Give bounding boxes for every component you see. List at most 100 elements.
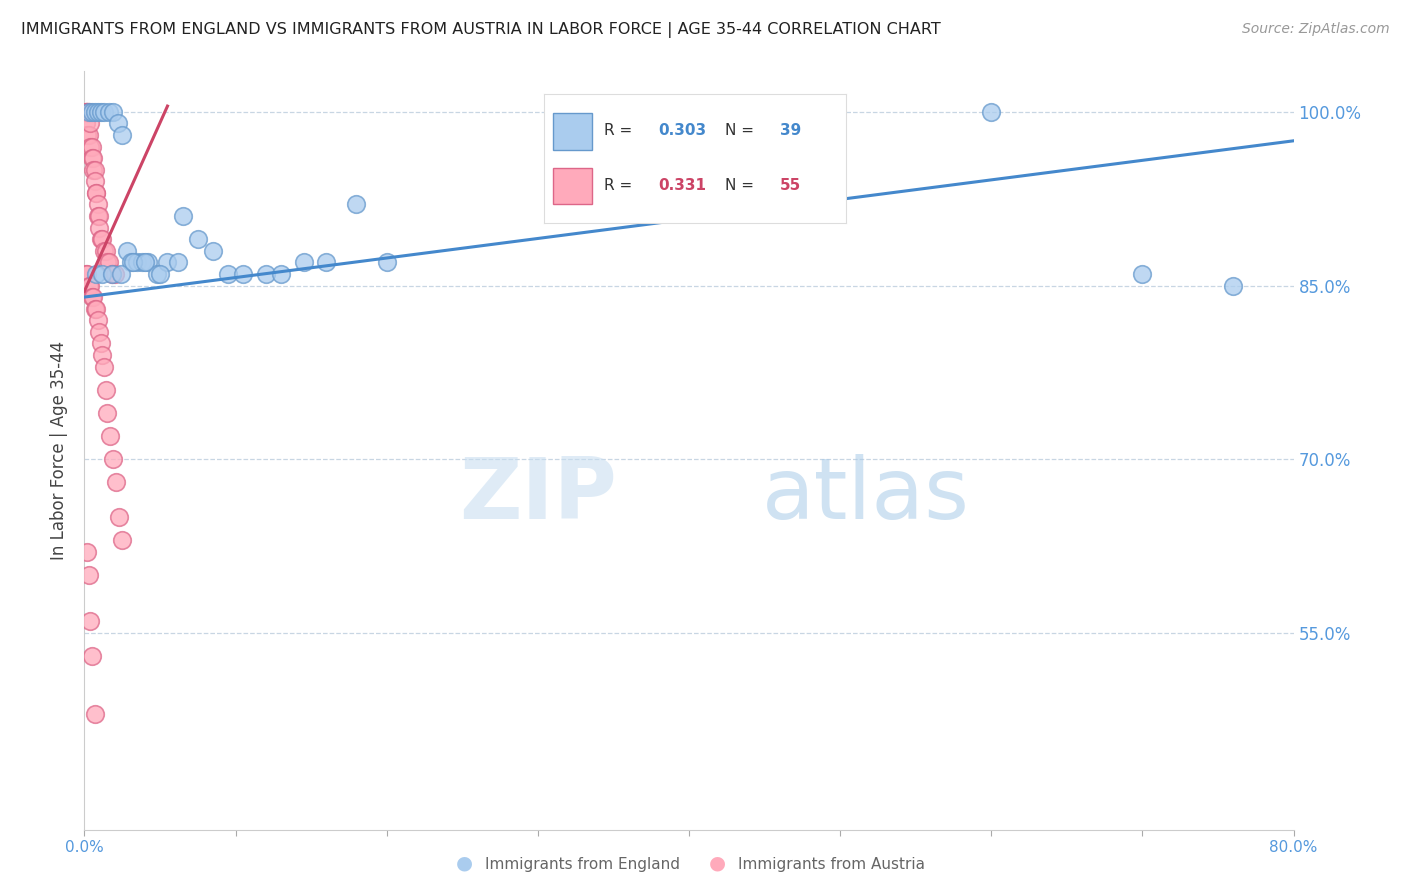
Text: ●: ● — [709, 854, 725, 872]
Y-axis label: In Labor Force | Age 35-44: In Labor Force | Age 35-44 — [51, 341, 69, 560]
Point — [93, 359, 115, 374]
Point — [87, 197, 110, 211]
Point — [79, 139, 101, 153]
Point — [375, 255, 398, 269]
Point — [115, 244, 138, 258]
Point — [136, 255, 159, 269]
Point — [77, 104, 100, 119]
Point — [131, 255, 153, 269]
Text: Immigrants from Austria: Immigrants from Austria — [738, 857, 925, 872]
Point — [82, 162, 104, 177]
Point — [84, 301, 107, 316]
Point — [80, 151, 103, 165]
Point — [79, 116, 101, 130]
Point — [76, 267, 98, 281]
Point — [91, 232, 114, 246]
Point — [76, 104, 98, 119]
Point — [201, 244, 224, 258]
Point — [94, 244, 117, 258]
Point — [89, 209, 111, 223]
Point — [105, 475, 128, 490]
Point — [292, 255, 315, 269]
Point — [77, 128, 100, 142]
Point — [101, 104, 124, 119]
Point — [75, 104, 97, 119]
Point — [79, 278, 101, 293]
Text: Source: ZipAtlas.com: Source: ZipAtlas.com — [1241, 22, 1389, 37]
Point — [86, 301, 108, 316]
Point — [87, 104, 110, 119]
Point — [84, 104, 107, 119]
Point — [79, 614, 101, 628]
Point — [75, 104, 97, 119]
Point — [90, 336, 112, 351]
Text: Immigrants from England: Immigrants from England — [485, 857, 681, 872]
Point — [76, 545, 98, 559]
Point — [108, 510, 131, 524]
Point — [315, 255, 337, 269]
Point — [232, 267, 254, 281]
Point — [96, 255, 118, 269]
Point — [82, 290, 104, 304]
Point — [86, 186, 108, 200]
Point — [1130, 267, 1153, 281]
Point — [270, 267, 292, 281]
Point — [84, 162, 107, 177]
Point — [146, 267, 169, 281]
Point — [346, 197, 368, 211]
Point — [100, 267, 122, 281]
Point — [134, 255, 156, 269]
Point — [87, 313, 110, 327]
Point — [91, 348, 114, 362]
Point — [100, 267, 122, 281]
Point — [77, 568, 100, 582]
Point — [90, 232, 112, 246]
Point — [86, 267, 108, 281]
Point — [1222, 278, 1244, 293]
Point — [75, 116, 97, 130]
Point — [86, 186, 108, 200]
Point — [97, 255, 120, 269]
Point — [84, 174, 107, 188]
Text: ZIP: ZIP — [458, 454, 616, 538]
Point — [120, 255, 142, 269]
Point — [156, 255, 179, 269]
Point — [80, 290, 103, 304]
Point — [98, 429, 121, 443]
Point — [80, 139, 103, 153]
Point — [111, 128, 134, 142]
Point — [101, 452, 124, 467]
Point — [76, 128, 98, 142]
Point — [104, 267, 127, 281]
Point — [75, 267, 97, 281]
Point — [94, 383, 117, 397]
Point — [121, 255, 143, 269]
Point — [110, 267, 132, 281]
Point — [172, 209, 194, 223]
Point — [91, 267, 114, 281]
Point — [149, 267, 172, 281]
Point — [80, 104, 103, 119]
Point — [77, 104, 100, 119]
Point — [90, 104, 112, 119]
Text: atlas: atlas — [762, 454, 970, 538]
Point — [97, 104, 120, 119]
Point — [93, 104, 115, 119]
Point — [87, 209, 110, 223]
Point — [127, 255, 149, 269]
Point — [76, 104, 98, 119]
Point — [96, 406, 118, 420]
Point — [84, 706, 107, 721]
Point — [254, 267, 277, 281]
Point — [93, 244, 115, 258]
Point — [82, 151, 104, 165]
Point — [187, 232, 209, 246]
Point — [111, 533, 134, 548]
Point — [77, 278, 100, 293]
Point — [89, 220, 111, 235]
Point — [80, 648, 103, 663]
Point — [217, 267, 239, 281]
Point — [167, 255, 190, 269]
Point — [107, 116, 129, 130]
Text: IMMIGRANTS FROM ENGLAND VS IMMIGRANTS FROM AUSTRIA IN LABOR FORCE | AGE 35-44 CO: IMMIGRANTS FROM ENGLAND VS IMMIGRANTS FR… — [21, 22, 941, 38]
